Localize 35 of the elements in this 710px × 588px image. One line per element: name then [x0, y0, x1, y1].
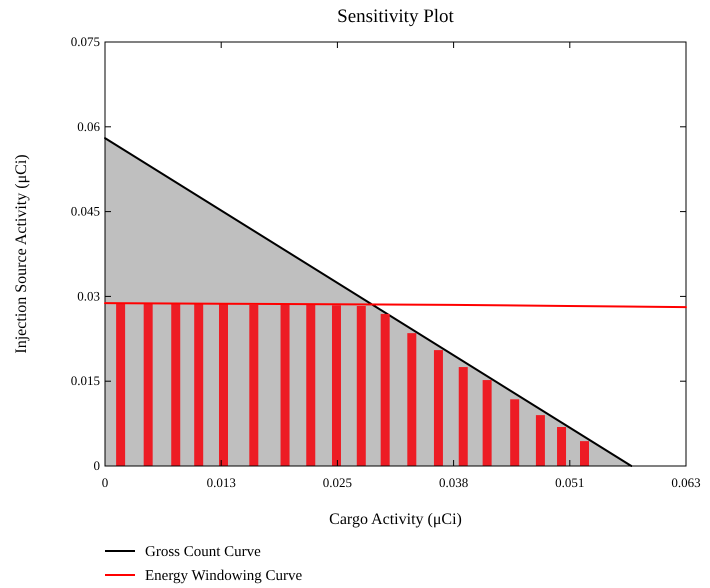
- bar: [580, 441, 589, 466]
- bar: [557, 426, 566, 466]
- y-tick-label: 0: [94, 458, 100, 473]
- bar: [249, 304, 258, 466]
- y-tick-label: 0.045: [70, 204, 100, 219]
- x-axis-title: Cargo Activity (μCi): [329, 511, 462, 528]
- legend-label: Gross Count Curve: [145, 544, 262, 560]
- bar: [171, 304, 180, 466]
- bar: [144, 304, 153, 466]
- y-tick-label: 0.015: [70, 373, 100, 388]
- bar: [458, 367, 468, 466]
- y-axis-title: Injection Source Activity (μCi): [13, 154, 30, 354]
- y-tick-label: 0.06: [77, 118, 100, 134]
- bar: [482, 380, 492, 466]
- bar: [306, 304, 316, 466]
- x-tick-label: 0.025: [322, 475, 352, 490]
- x-tick-label: 0.013: [206, 475, 236, 490]
- bar: [332, 305, 341, 466]
- chart-title: Sensitivity Plot: [337, 6, 455, 27]
- bar: [280, 304, 290, 466]
- y-tick-label: 0.075: [70, 34, 100, 49]
- bar: [116, 304, 126, 466]
- legend-label: Energy Windowing Curve: [145, 568, 302, 584]
- bar: [434, 350, 443, 466]
- bar: [356, 306, 366, 466]
- y-tick-label: 0.03: [77, 288, 100, 304]
- bar: [407, 333, 416, 466]
- x-tick-label: 0.063: [671, 475, 701, 490]
- bar: [510, 399, 520, 466]
- x-tick-label: 0.051: [555, 475, 584, 490]
- bar: [194, 304, 204, 466]
- x-tick-label: 0.038: [438, 475, 468, 490]
- bar: [218, 304, 228, 466]
- bar: [380, 314, 390, 466]
- bar: [536, 415, 545, 466]
